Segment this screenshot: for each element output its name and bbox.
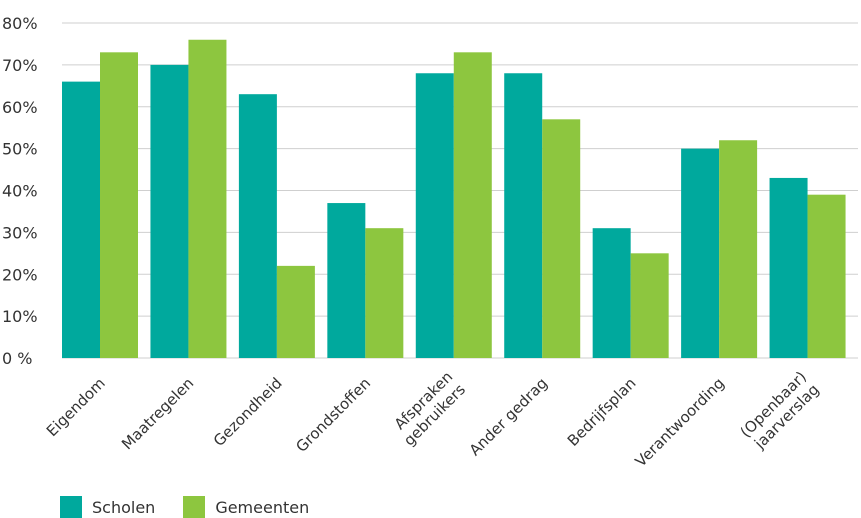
bar-gemeenten — [453, 52, 492, 358]
legend-item-scholen: Scholen — [60, 496, 155, 518]
bar-gemeenten — [276, 265, 315, 358]
bar-gemeenten — [542, 119, 581, 358]
bar-gemeenten — [630, 253, 669, 358]
x-category-label: Gezondheid — [210, 374, 286, 450]
y-tick-label: 0 % — [2, 349, 32, 368]
x-category-label: (Openbaar)jaarverslag — [737, 368, 823, 454]
bar-scholen — [592, 228, 631, 358]
x-category-label: Eigendom — [43, 374, 109, 440]
y-tick-label: 80% — [2, 14, 38, 33]
legend-item-gemeenten: Gemeenten — [183, 496, 309, 518]
x-axis-labels: Eigendom Maatregelen Gezondheid Grondstoffe… — [43, 368, 823, 471]
x-category-label: Bedrijfsplan — [564, 374, 640, 450]
y-tick-label: 50% — [2, 140, 38, 159]
x-category-label: Afsprakengebruikers — [387, 368, 469, 450]
y-tick-label: 40% — [2, 182, 38, 201]
bar-gemeenten — [807, 194, 846, 358]
legend-label-scholen: Scholen — [92, 497, 156, 517]
y-tick-label: 30% — [2, 223, 38, 242]
legend-swatch-scholen — [60, 496, 82, 518]
x-category-label: Grondstoffen — [292, 374, 374, 456]
bar-scholen — [769, 177, 808, 358]
y-tick-label: 10% — [2, 307, 38, 326]
x-category-label: Verantwoording — [632, 374, 728, 470]
legend: Scholen Gemeenten — [60, 496, 337, 518]
bar-scholen — [681, 148, 720, 358]
bar-scholen — [327, 203, 366, 358]
y-tick-label: 20% — [2, 265, 38, 284]
bar-scholen — [238, 94, 277, 358]
bar-scholen — [150, 64, 189, 358]
bar-gemeenten — [719, 140, 758, 358]
bars — [62, 39, 846, 358]
y-axis-ticks: 0 % 10% 20% 30% 40% 50% 60% 70% 80% — [2, 14, 38, 368]
bar-scholen — [415, 73, 454, 358]
y-tick-label: 60% — [2, 98, 38, 117]
bar-gemeenten — [365, 228, 404, 358]
bar-scholen — [62, 81, 100, 358]
x-category-label: Maatregelen — [118, 374, 197, 453]
x-category-label: Ander gedrag — [466, 374, 551, 459]
bar-scholen — [504, 73, 543, 358]
legend-label-gemeenten: Gemeenten — [215, 497, 310, 517]
legend-swatch-gemeenten — [183, 496, 206, 518]
bar-gemeenten — [188, 39, 227, 358]
y-tick-label: 70% — [2, 56, 38, 75]
bar-gemeenten — [100, 52, 138, 358]
